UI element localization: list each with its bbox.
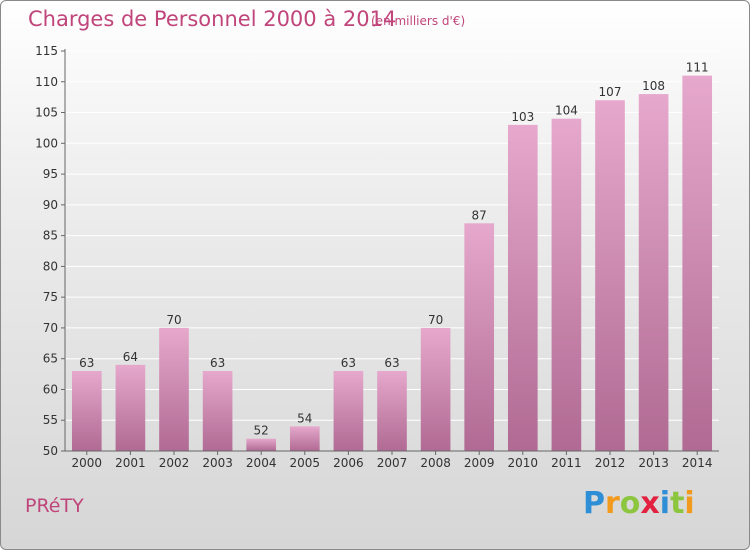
proxiti-logo[interactable]: Proxiti bbox=[583, 486, 695, 521]
bar bbox=[71, 371, 102, 451]
bar bbox=[159, 327, 189, 451]
bar bbox=[246, 438, 277, 451]
logo-letter: o bbox=[619, 486, 641, 521]
y-tick-label: 115 bbox=[35, 44, 58, 58]
commune-name: PRéTY bbox=[25, 495, 84, 517]
bar bbox=[638, 94, 669, 452]
bar bbox=[464, 223, 495, 451]
bar bbox=[377, 371, 407, 451]
bar bbox=[420, 327, 451, 451]
bar bbox=[333, 371, 364, 451]
x-tick-label: 2000 bbox=[72, 456, 103, 470]
axes: 50 55 60 65 70 75 80 85 90 95 100 105 110 115 2000 2001… bbox=[35, 44, 719, 470]
logo-letter: r bbox=[605, 486, 620, 521]
x-tick-label: 2005 bbox=[290, 456, 321, 470]
bar bbox=[595, 100, 625, 451]
data-label: 63 bbox=[384, 356, 399, 370]
y-tick-label: 55 bbox=[43, 413, 58, 427]
y-tick-label: 60 bbox=[43, 382, 58, 396]
x-tick-label: 2007 bbox=[377, 456, 408, 470]
chart-title: Charges de Personnel 2000 à 2014 bbox=[28, 7, 397, 31]
x-tick-label: 2006 bbox=[333, 456, 364, 470]
data-label: 104 bbox=[555, 104, 578, 118]
x-tick-label: 2004 bbox=[246, 456, 277, 470]
y-tick-label: 90 bbox=[43, 198, 58, 212]
bar bbox=[682, 75, 713, 451]
data-label: 103 bbox=[511, 110, 534, 124]
y-tick-label: 95 bbox=[43, 167, 58, 181]
value-labels: 63 64 70 63 52 54 63 63 70 87 103 104 107 108 111 bbox=[79, 61, 708, 438]
logo-letter: P bbox=[583, 486, 605, 521]
data-label: 111 bbox=[686, 61, 709, 75]
data-label: 52 bbox=[254, 424, 269, 438]
bar bbox=[115, 364, 146, 451]
bar bbox=[289, 426, 320, 451]
data-label: 70 bbox=[428, 313, 443, 327]
y-tick-label: 70 bbox=[43, 321, 58, 335]
logo-letter: i bbox=[659, 486, 671, 521]
y-tick-label: 65 bbox=[43, 352, 58, 366]
x-tick-label: 2014 bbox=[682, 456, 713, 470]
logo-letter: t bbox=[670, 486, 685, 521]
data-label: 108 bbox=[642, 79, 665, 93]
x-tick-label: 2008 bbox=[420, 456, 451, 470]
y-tick-label: 85 bbox=[43, 229, 58, 243]
x-tick-label: 2001 bbox=[115, 456, 146, 470]
y-tick-label: 105 bbox=[35, 106, 58, 120]
bar bbox=[507, 124, 538, 451]
chart-subtitle: (en milliers d'€) bbox=[371, 14, 466, 28]
data-label: 70 bbox=[166, 313, 181, 327]
logo-letter: i bbox=[684, 486, 695, 521]
data-label: 63 bbox=[79, 356, 94, 370]
data-label: 87 bbox=[472, 208, 487, 222]
data-label: 63 bbox=[210, 356, 225, 370]
y-tick-label: 50 bbox=[43, 444, 58, 458]
y-tick-label: 75 bbox=[43, 290, 58, 304]
x-tick-label: 2012 bbox=[595, 456, 626, 470]
data-label: 64 bbox=[123, 350, 138, 364]
bar bbox=[551, 118, 582, 451]
x-tick-label: 2010 bbox=[508, 456, 539, 470]
x-tick-label: 2002 bbox=[159, 456, 190, 470]
bar bbox=[202, 371, 233, 451]
x-tick-label: 2011 bbox=[551, 456, 582, 470]
x-tick-label: 2013 bbox=[638, 456, 669, 470]
x-tick-label: 2009 bbox=[464, 456, 495, 470]
logo-letter: x bbox=[640, 486, 660, 521]
y-tick-label: 110 bbox=[35, 75, 58, 89]
data-label: 107 bbox=[599, 85, 622, 99]
x-tick-label: 2003 bbox=[202, 456, 233, 470]
y-tick-label: 100 bbox=[35, 136, 58, 150]
bars bbox=[71, 75, 713, 452]
data-label: 63 bbox=[341, 356, 356, 370]
y-tick-label: 80 bbox=[43, 259, 58, 273]
data-label: 54 bbox=[297, 411, 312, 425]
